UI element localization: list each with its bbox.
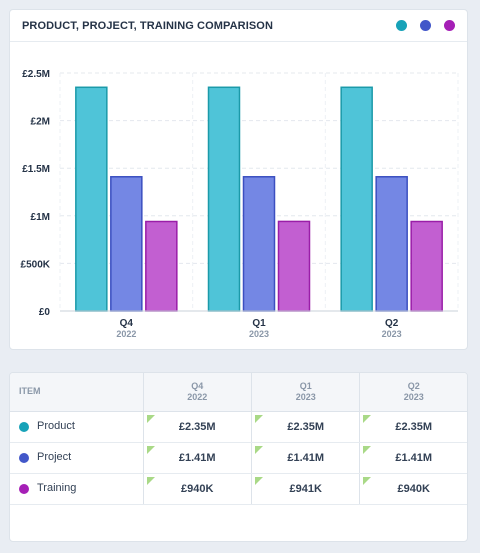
x-tick-label: Q4 [120,318,134,329]
cell-value: £940K [397,482,430,495]
y-tick-label: £1M [31,212,50,223]
table-card: ITEM Q4 2022 Q1 2023 Q2 2023 Product [9,372,468,542]
value-cell: £2.35M [250,411,360,443]
table-header-row: ITEM Q4 2022 Q1 2023 Q2 2023 [10,373,467,412]
x-tick-label: Q2 [385,318,399,329]
x-tick-sublabel: 2023 [382,329,402,339]
bar-chart: £0£500K£1M£1.5M£2M£2.5MQ42022Q12023Q2202… [21,69,459,339]
y-tick-label: £0 [39,307,51,318]
cell-value: £1.41M [178,451,216,464]
item-cell: Training [10,473,143,505]
column-header: Q1 2023 [250,373,360,412]
x-tick-sublabel: 2022 [116,329,136,339]
bar-training [410,220,443,312]
training-dot-icon [19,483,29,494]
bar-project [242,176,276,312]
corner-marker-icon [146,445,155,454]
cell-value: £2.35M [395,420,433,433]
value-cell: £1.41M [142,442,252,474]
table-row: Product £2.35M £2.35M £2.35M [10,411,467,443]
corner-marker-icon [254,445,263,454]
value-cell: £2.35M [359,411,467,443]
item-cell: Product [10,411,143,443]
cell-value: £941K [289,482,322,495]
legend-dot-training[interactable] [444,20,455,31]
x-tick-sublabel: 2023 [249,329,269,339]
value-cell: £940K [359,473,467,505]
legend-dot-project[interactable] [420,20,431,31]
item-column-header: ITEM [10,373,143,412]
column-year: 2022 [187,391,208,402]
cell-value: £2.35M [287,420,325,433]
bar-training [277,220,311,312]
cell-value: £2.35M [178,420,216,433]
corner-marker-icon [254,414,263,423]
corner-marker-icon [146,476,155,485]
column-year: 2023 [295,391,316,402]
bar-product [340,86,373,312]
bar-product [207,86,241,312]
column-quarter: Q2 [407,380,420,391]
value-cell: £1.41M [359,442,467,474]
row-name: Product [37,420,75,433]
bar-project [110,176,143,312]
project-dot-icon [19,452,29,463]
item-cell: Project [10,442,143,474]
value-cell: £940K [142,473,252,505]
y-tick-label: £1.5M [22,164,50,175]
column-header: Q2 2023 [359,373,467,412]
cell-value: £1.41M [287,451,325,464]
corner-marker-icon [363,414,372,423]
bar-project [375,176,408,312]
bar-product [75,86,108,312]
chart-title: PRODUCT, PROJECT, TRAINING COMPARISON [22,19,274,32]
cell-value: £1.41M [395,451,433,464]
x-tick-label: Q1 [252,318,266,329]
value-cell: £2.35M [142,411,252,443]
table-row: Project £1.41M £1.41M £1.41M [10,442,467,474]
y-tick-label: £2.5M [22,69,50,80]
row-name: Training [37,482,77,495]
product-dot-icon [19,421,29,432]
bar-training [145,220,178,312]
corner-marker-icon [363,445,372,454]
column-quarter: Q4 [191,380,204,391]
legend-dot-product[interactable] [396,20,407,31]
row-name: Project [37,451,72,464]
legend [396,20,455,31]
chart-header: PRODUCT, PROJECT, TRAINING COMPARISON [10,10,467,42]
column-header: Q4 2022 [142,373,252,412]
value-cell: £1.41M [250,442,360,474]
column-quarter: Q1 [299,380,312,391]
corner-marker-icon [254,476,263,485]
y-tick-label: £500K [21,259,51,270]
y-tick-label: £2M [31,117,50,128]
comparison-table: ITEM Q4 2022 Q1 2023 Q2 2023 Product [10,373,467,505]
corner-marker-icon [363,476,372,485]
column-year: 2023 [403,391,424,402]
corner-marker-icon [146,414,155,423]
chart-card: PRODUCT, PROJECT, TRAINING COMPARISON £0… [9,9,468,350]
table-row: Training £940K £941K £940K [10,473,467,505]
value-cell: £941K [250,473,360,505]
cell-value: £940K [181,482,214,495]
